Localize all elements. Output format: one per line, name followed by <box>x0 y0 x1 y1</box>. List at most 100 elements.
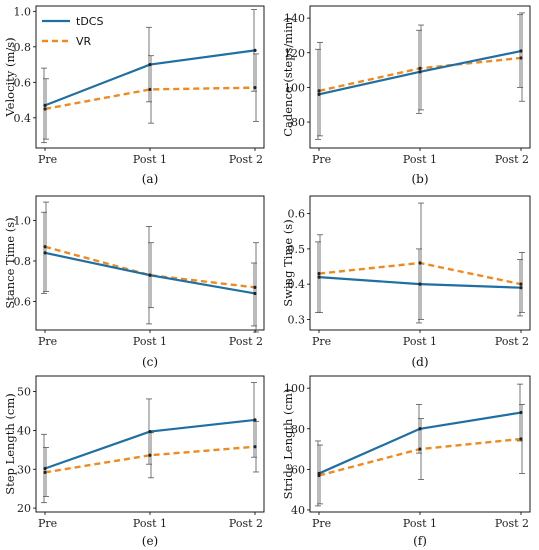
data-point-vr <box>519 56 523 60</box>
series-line-vr <box>318 56 522 93</box>
y-axis-label: Step Length (cm) <box>3 393 17 495</box>
data-point-tdcs <box>43 103 47 107</box>
data-point-vr <box>253 86 257 90</box>
data-point-vr <box>43 245 47 249</box>
legend-label-tdcs: tDCS <box>76 15 103 28</box>
data-point-vr <box>253 285 257 289</box>
y-tick-label: 40 <box>17 424 31 437</box>
panel-c: 0.6 0.8 1.0 Pre Post 1 Post 2 Stance Time (s) (… <box>3 195 265 369</box>
panel-f: 40 60 80 100 Pre Post 1 Post 2 Stride Length (c… <box>281 375 531 548</box>
x-tick-label: Post 2 <box>495 153 529 166</box>
y-tick-label: 0.5 <box>288 243 306 256</box>
y-axis-label: Stride Length (cm) <box>281 389 295 500</box>
data-point-tdcs <box>317 275 321 279</box>
data-point-tdcs <box>519 49 523 53</box>
series-line-vr <box>318 437 522 477</box>
y-tick-label: 100 <box>284 81 305 94</box>
data-point-vr <box>519 437 523 441</box>
data-point-vr <box>148 87 152 92</box>
x-tick-label: Post 2 <box>229 153 263 166</box>
x-tick-label: Post 2 <box>229 517 263 530</box>
y-tick-label: 0.3 <box>288 313 306 326</box>
series-line-vr <box>44 445 256 474</box>
data-point-tdcs <box>43 251 47 255</box>
panel-a: 0.4 0.6 0.8 1.0 Pre Post 1 Post 2 Velocity (m/s… <box>3 5 265 186</box>
x-tick-label: Post 1 <box>403 517 437 530</box>
series-line-tdcs <box>44 49 256 107</box>
y-tick-label: 30 <box>17 463 31 476</box>
panel-label: (a) <box>142 172 159 186</box>
panel-e: 20 30 40 50 Pre Post 1 Post 2 Step Length (cm) (… <box>3 375 265 548</box>
data-point-vr <box>317 271 321 276</box>
data-point-tdcs <box>148 273 152 277</box>
y-axis-label: Swing Time (s) <box>281 219 295 306</box>
data-point-tdcs <box>148 429 152 434</box>
y-tick-label: 0.4 <box>14 112 32 125</box>
data-point-tdcs <box>519 286 523 290</box>
panel-label: (b) <box>411 172 428 186</box>
plot-frame <box>35 375 265 513</box>
x-tick-label: Post 1 <box>133 335 167 348</box>
data-point-vr <box>43 107 47 111</box>
y-tick-label: 0.8 <box>14 41 32 54</box>
data-point-tdcs <box>418 70 422 74</box>
data-point-vr <box>148 453 152 457</box>
data-point-vr <box>418 447 422 451</box>
y-tick-label: 0.6 <box>14 76 32 89</box>
data-point-tdcs <box>43 466 47 471</box>
panel-label: (d) <box>411 355 428 369</box>
legend: tDCS VR <box>42 15 103 48</box>
data-point-vr <box>418 261 422 265</box>
x-tick-label: Post 1 <box>133 153 167 166</box>
y-tick-label: 120 <box>284 47 305 60</box>
data-point-tdcs <box>418 282 422 286</box>
data-point-tdcs <box>519 410 523 415</box>
y-tick-label: 60 <box>291 463 305 476</box>
panel-b: 80 100 120 140 Pre Post 1 Post 2 Cadence (steps… <box>281 5 531 186</box>
x-tick-label: Post 2 <box>495 517 529 530</box>
data-point-tdcs <box>317 471 321 476</box>
x-tick-label: Pre <box>312 335 331 348</box>
data-point-tdcs <box>418 427 422 431</box>
y-tick-label: 0.4 <box>288 278 306 291</box>
x-tick-label: Pre <box>38 153 57 166</box>
data-point-vr <box>317 89 321 93</box>
x-tick-label: Post 1 <box>403 335 437 348</box>
x-tick-label: Pre <box>38 335 57 348</box>
data-point-tdcs <box>253 418 257 422</box>
plot-frame <box>35 195 265 331</box>
data-point-tdcs <box>148 62 152 67</box>
x-tick-label: Post 1 <box>133 517 167 530</box>
panel-label: (f) <box>413 534 427 548</box>
y-tick-label: 50 <box>17 386 31 399</box>
series-line-vr <box>44 86 256 111</box>
panel-d: 0.3 0.4 0.5 0.6 Pre Post 1 Post 2 Swing Time (s… <box>281 195 531 369</box>
panel-label: (c) <box>142 355 158 369</box>
y-tick-label: 0.6 <box>14 296 32 309</box>
y-tick-label: 80 <box>291 423 305 436</box>
series-line-tdcs <box>44 251 256 295</box>
panel-label: (e) <box>142 534 158 548</box>
series-line-vr <box>318 261 522 286</box>
data-point-tdcs <box>253 291 257 296</box>
series-line-vr <box>44 245 256 289</box>
y-tick-label: 1.0 <box>14 5 32 18</box>
plot-frame <box>309 375 531 513</box>
data-point-vr <box>418 66 422 70</box>
y-axis-label: Stance Time (s) <box>3 217 17 308</box>
x-tick-label: Pre <box>38 517 57 530</box>
data-point-tdcs <box>253 48 257 52</box>
y-tick-label: 20 <box>17 502 31 515</box>
y-tick-label: 0.6 <box>288 208 306 221</box>
x-tick-label: Pre <box>312 153 331 166</box>
y-tick-label: 140 <box>284 12 305 25</box>
x-tick-label: Post 2 <box>495 335 529 348</box>
legend-label-vr: VR <box>76 35 92 48</box>
y-axis-label: Cadence (steps/min) <box>281 17 295 137</box>
y-tick-label: 1.0 <box>14 214 32 227</box>
x-tick-label: Post 1 <box>403 153 437 166</box>
data-point-vr <box>519 282 523 286</box>
y-tick-label: 0.8 <box>14 255 32 268</box>
series-line-tdcs <box>44 418 256 470</box>
